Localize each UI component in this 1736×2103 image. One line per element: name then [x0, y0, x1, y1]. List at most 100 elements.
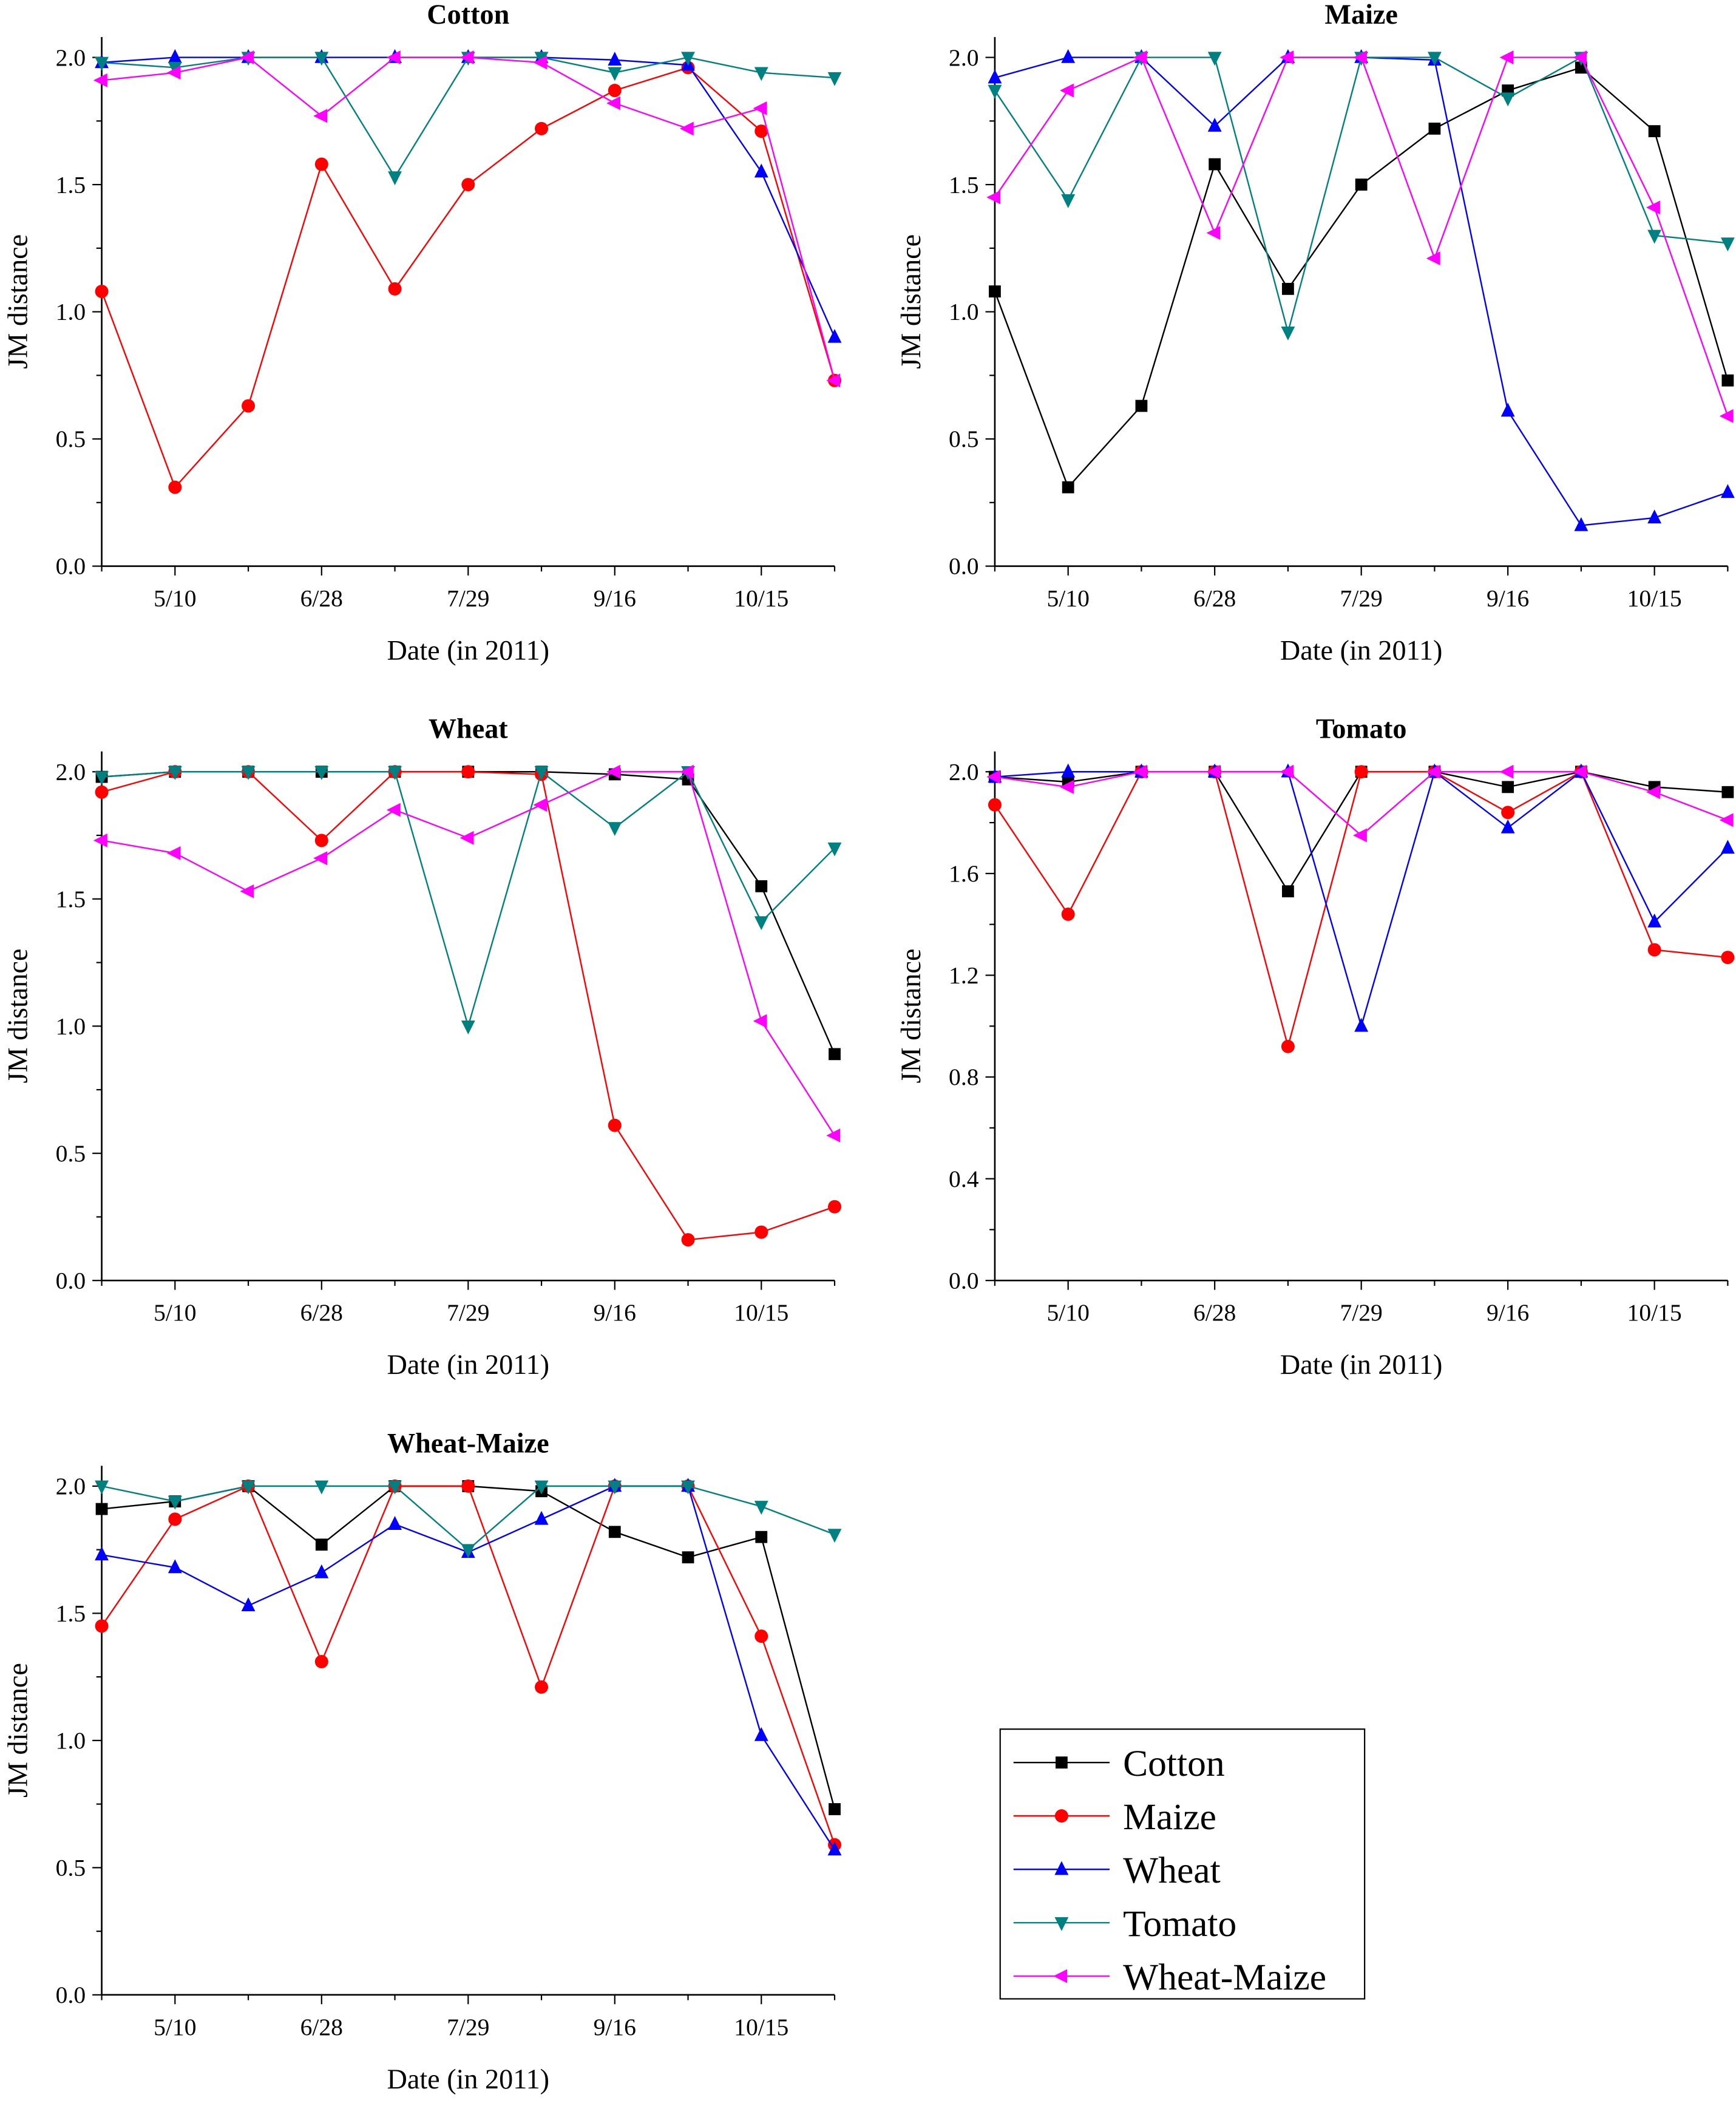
- data-point: [534, 1510, 549, 1525]
- data-point: [1281, 1039, 1295, 1053]
- chart-title: Tomato: [1316, 713, 1407, 744]
- data-point: [681, 52, 695, 66]
- x-tick-label: 5/10: [1046, 585, 1089, 612]
- y-tick-label: 0.0: [56, 1267, 86, 1294]
- data-point: [989, 285, 1001, 297]
- series-tomato: [95, 766, 842, 1035]
- legend-entry: Cotton: [1013, 1743, 1225, 1784]
- y-axis-label: JM distance: [2, 949, 33, 1084]
- x-tick-label: 6/28: [1193, 1299, 1236, 1326]
- series-line: [994, 770, 1728, 1050]
- series-line: [101, 771, 836, 1136]
- data-point: [682, 1551, 694, 1564]
- data-point: [1502, 781, 1514, 793]
- data-point: [386, 803, 401, 817]
- y-tick-label: 0.5: [56, 426, 86, 452]
- y-tick-label: 2.0: [949, 758, 978, 785]
- data-point: [1427, 52, 1442, 66]
- series-line: [101, 1485, 836, 1846]
- data-point: [533, 798, 548, 812]
- y-tick-label: 0.5: [56, 1855, 86, 1881]
- data-point: [608, 1526, 621, 1538]
- x-tick-label: 10/15: [734, 2014, 788, 2040]
- data-point: [753, 101, 767, 115]
- series-wheat: [988, 49, 1735, 531]
- data-point: [1500, 819, 1515, 834]
- legend-marker: [1053, 1969, 1068, 1983]
- series-wheat-maize: [986, 50, 1734, 423]
- x-tick-label: 7/29: [447, 1299, 489, 1326]
- data-point: [241, 1480, 256, 1495]
- data-point: [1647, 229, 1662, 244]
- y-tick-label: 1.6: [949, 860, 978, 887]
- data-point: [314, 52, 329, 66]
- series-line: [101, 56, 836, 381]
- legend-marker: [1054, 1861, 1069, 1875]
- data-point: [314, 1480, 329, 1495]
- panel-wheat: Wheat 0.0 0.5 1.0 1.5 2.0 5/10 6/28 7/29 9/16 10/1…: [2, 713, 842, 1380]
- data-point: [1573, 50, 1587, 65]
- data-point: [95, 1619, 109, 1633]
- legend-marker: [1054, 1809, 1068, 1823]
- data-point: [314, 1654, 328, 1668]
- data-point: [754, 163, 768, 178]
- y-tick-label: 0.4: [949, 1166, 979, 1192]
- data-point: [240, 50, 254, 65]
- y-axis-label: JM distance: [895, 949, 926, 1084]
- data-point: [1720, 840, 1735, 854]
- y-tick-label: 1.5: [949, 171, 978, 198]
- y-tick-label: 2.0: [949, 44, 978, 71]
- y-tick-label: 1.0: [56, 299, 86, 325]
- data-point: [1501, 806, 1515, 820]
- series-line: [101, 1485, 836, 1850]
- data-point: [534, 766, 549, 780]
- data-point: [679, 121, 694, 136]
- x-tick-label: 7/29: [1340, 585, 1382, 612]
- x-tick-label: 9/16: [594, 1299, 636, 1326]
- data-point: [828, 1200, 842, 1214]
- data-point: [606, 96, 621, 110]
- data-point: [1428, 122, 1441, 135]
- x-tick-label: 10/15: [1627, 585, 1682, 612]
- data-point: [313, 109, 328, 123]
- x-axis-label: Date (in 2011): [387, 1349, 550, 1380]
- data-point: [315, 1538, 328, 1551]
- y-tick-label: 0.0: [949, 553, 978, 580]
- data-point: [1648, 125, 1661, 137]
- data-point: [1062, 481, 1074, 494]
- x-tick-label: 9/16: [1487, 1299, 1529, 1326]
- data-point: [1500, 403, 1515, 417]
- data-point: [388, 1516, 402, 1530]
- series-cotton: [989, 61, 1734, 494]
- data-point: [1206, 764, 1221, 779]
- data-point: [93, 833, 107, 848]
- x-tick-label: 10/15: [734, 1299, 788, 1326]
- series-wheat: [95, 1478, 842, 1856]
- x-tick-label: 10/15: [734, 585, 788, 612]
- series-line: [994, 770, 1729, 1029]
- legend-entry: Tomato: [1013, 1903, 1236, 1945]
- data-point: [1061, 194, 1076, 208]
- data-point: [95, 1546, 109, 1561]
- data-point: [168, 766, 182, 780]
- data-point: [1721, 786, 1734, 798]
- y-tick-label: 0.0: [949, 1267, 978, 1294]
- data-point: [388, 282, 402, 296]
- y-tick-label: 1.5: [56, 171, 86, 198]
- data-point: [1499, 764, 1514, 779]
- series-line: [101, 1485, 835, 1551]
- x-tick-label: 5/10: [1046, 1299, 1089, 1326]
- series-cotton: [95, 1480, 841, 1815]
- data-point: [829, 1048, 841, 1061]
- data-point: [1355, 178, 1368, 191]
- data-point: [1354, 1018, 1369, 1032]
- data-point: [459, 831, 474, 845]
- data-point: [754, 1629, 768, 1643]
- data-point: [1647, 509, 1662, 524]
- data-point: [1060, 83, 1074, 98]
- series-wheat: [95, 49, 842, 343]
- y-axis-label: JM distance: [2, 1663, 33, 1798]
- data-point: [168, 1512, 182, 1526]
- data-point: [388, 171, 402, 186]
- data-point: [93, 73, 107, 87]
